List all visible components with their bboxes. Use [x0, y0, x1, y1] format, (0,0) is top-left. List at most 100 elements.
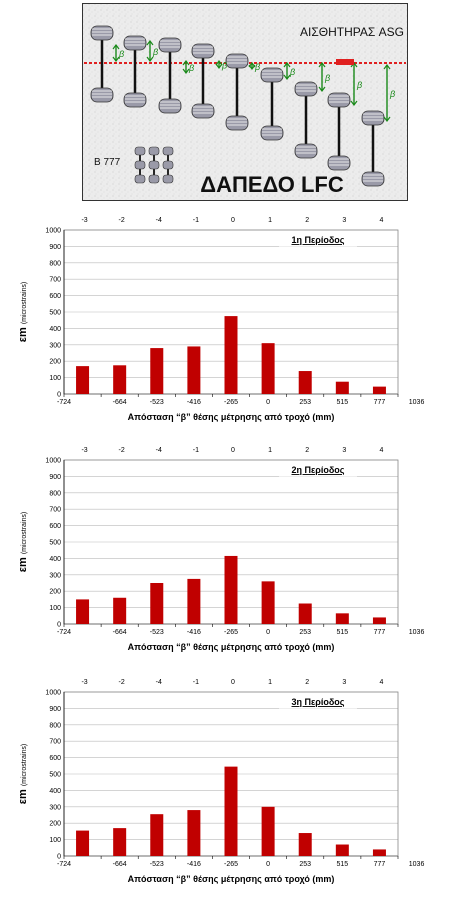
secondary-x-label: 4 [379, 679, 383, 686]
bar [113, 597, 127, 624]
secondary-x-label: 0 [231, 217, 235, 224]
bar [372, 386, 386, 394]
bar [76, 599, 90, 624]
wheel-icon [260, 125, 284, 141]
wheel-icon [225, 115, 249, 131]
secondary-x-label: -1 [193, 447, 199, 454]
bar [224, 766, 238, 856]
secondary-x-label: 3 [342, 447, 346, 454]
wheel-icon [327, 92, 351, 108]
diagram-canvas: β β β β β β β β β ΑΙΣΘΗΤΗΡΑΣ ASG B 777 ΔΑΠΕΔΟ LF… [82, 3, 408, 201]
secondary-x-label: -1 [193, 679, 199, 686]
x-tick-label: 515 [336, 629, 348, 636]
beta-label: β [356, 80, 362, 90]
y-tick-label: 1000 [45, 690, 61, 697]
x-axis-label: Απόσταση “β” θέσης μέτρησης από τροχό (m… [128, 642, 335, 652]
bar [261, 343, 275, 394]
x-tick-label: 515 [336, 861, 348, 868]
y-tick-label: 900 [49, 706, 61, 713]
beta-label: β [118, 49, 124, 59]
bar [187, 578, 201, 624]
x-tick-label: 777 [374, 399, 386, 406]
secondary-x-label: 0 [231, 447, 235, 454]
wheel-icon [327, 155, 351, 171]
wheel-icon [158, 37, 182, 53]
bar [150, 814, 164, 856]
x-tick-label: 253 [299, 629, 311, 636]
wheel-group [90, 25, 385, 187]
x-tick-label: 0 [266, 861, 270, 868]
beta-label: β [221, 61, 227, 71]
y-tick-label: 200 [49, 589, 61, 596]
x-tick-label: -265 [224, 399, 238, 406]
chart-svg: -3 -2 -4 -1 0 1 2 3 4 0 100 200 300 400 500 600 700 800 90… [17, 217, 424, 422]
x-tick-label: -523 [150, 629, 164, 636]
beta-arrows: β β β β β β β β β [112, 40, 395, 122]
secondary-x-label: -4 [156, 679, 162, 686]
secondary-x-label: -4 [156, 447, 162, 454]
x-axis-label: Απόσταση “β” θέσης μέτρησης από τροχό (m… [128, 412, 335, 422]
y-tick-label: 600 [49, 755, 61, 762]
x-tick-label: -724 [57, 629, 71, 636]
bar [113, 365, 127, 394]
x-tick-label: -265 [224, 861, 238, 868]
chart-svg: -3 -2 -4 -1 0 1 2 3 4 0 100 200 300 400 500 600 700 800 90… [17, 447, 425, 652]
chart-title: 1η Περίοδος [292, 235, 345, 245]
x-tick-label: 253 [299, 399, 311, 406]
y-tick-label: 300 [49, 804, 61, 811]
y-tick-label: 800 [49, 722, 61, 729]
wheel-icon [123, 92, 147, 108]
bar [372, 849, 386, 856]
secondary-x-label: -3 [81, 679, 87, 686]
y-tick-label: 0 [57, 622, 61, 629]
x-tick-label: 777 [374, 629, 386, 636]
wheel-icon [90, 25, 114, 41]
y-tick-label: 300 [49, 342, 61, 349]
y-tick-label: 1000 [45, 228, 61, 235]
y-tick-label: 500 [49, 772, 61, 779]
floor-label: ΔΑΠΕΔΟ LFC [200, 172, 344, 197]
gear-layout-diagram: β β β β β β β β β ΑΙΣΘΗΤΗΡΑΣ ASG B 777 ΔΑΠΕΔΟ LF… [82, 3, 408, 201]
x-tick-label: -523 [150, 399, 164, 406]
x-tick-label: -416 [187, 629, 201, 636]
wheel-icon [90, 87, 114, 103]
secondary-x-label: 1 [268, 217, 272, 224]
secondary-x-label: 2 [305, 447, 309, 454]
chart-title: 2η Περίοδος [292, 465, 345, 475]
x-tick-label: -416 [187, 399, 201, 406]
y-tick-label: 0 [57, 854, 61, 861]
secondary-x-label: 2 [305, 217, 309, 224]
y-tick-label: 600 [49, 293, 61, 300]
y-tick-label: 0 [57, 392, 61, 399]
wheel-icon [260, 67, 284, 83]
x-tick-label: 515 [336, 399, 348, 406]
y-tick-label: 400 [49, 556, 61, 563]
wheel-icon [158, 98, 182, 114]
x-tick-label: 0 [266, 629, 270, 636]
bar [187, 346, 201, 394]
bar [298, 371, 312, 394]
wheel-icon [191, 43, 215, 59]
wheel-icon [361, 171, 385, 187]
x-tick-label: -724 [57, 861, 71, 868]
wheel-icon [361, 110, 385, 126]
aircraft-label: B 777 [94, 157, 121, 168]
bar [298, 833, 312, 856]
title-box [279, 231, 357, 247]
x-tick-label: 1036 [409, 629, 425, 636]
sensor-marker-icon [336, 59, 354, 65]
secondary-x-label: 2 [305, 679, 309, 686]
secondary-x-label: -2 [119, 447, 125, 454]
secondary-x-label: -2 [119, 679, 125, 686]
y-tick-label: 100 [49, 837, 61, 844]
title-box [279, 461, 357, 477]
small-gear-icon [134, 146, 174, 184]
x-tick-label: -664 [113, 399, 127, 406]
bar [113, 828, 127, 856]
y-tick-label: 100 [49, 375, 61, 382]
secondary-x-label: 0 [231, 679, 235, 686]
beta-label: β [152, 47, 158, 57]
secondary-x-label: -4 [156, 217, 162, 224]
x-tick-label: 1036 [409, 861, 425, 868]
beta-label: β [389, 89, 395, 99]
